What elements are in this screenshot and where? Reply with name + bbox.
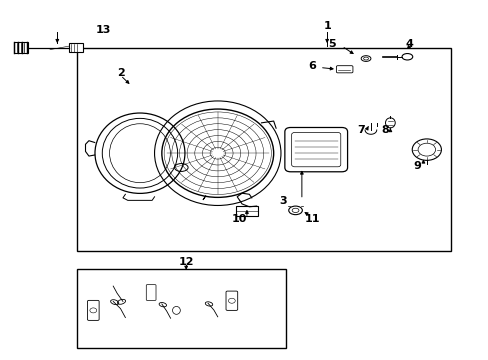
Bar — [77, 269, 285, 348]
Text: 8: 8 — [381, 125, 388, 135]
Text: 3: 3 — [279, 197, 286, 206]
Text: 9: 9 — [412, 161, 420, 171]
Bar — [236, 206, 257, 216]
Bar — [77, 48, 450, 251]
Text: 11: 11 — [304, 214, 320, 224]
Bar — [69, 43, 83, 53]
Bar — [14, 42, 28, 53]
Text: 10: 10 — [231, 214, 247, 224]
Text: 13: 13 — [96, 25, 111, 35]
Text: 5: 5 — [327, 39, 335, 49]
Text: 1: 1 — [323, 21, 330, 31]
Text: 4: 4 — [405, 39, 413, 49]
Text: 2: 2 — [117, 68, 124, 78]
Text: 12: 12 — [178, 257, 194, 267]
Text: 6: 6 — [308, 61, 316, 71]
Text: 7: 7 — [357, 125, 365, 135]
